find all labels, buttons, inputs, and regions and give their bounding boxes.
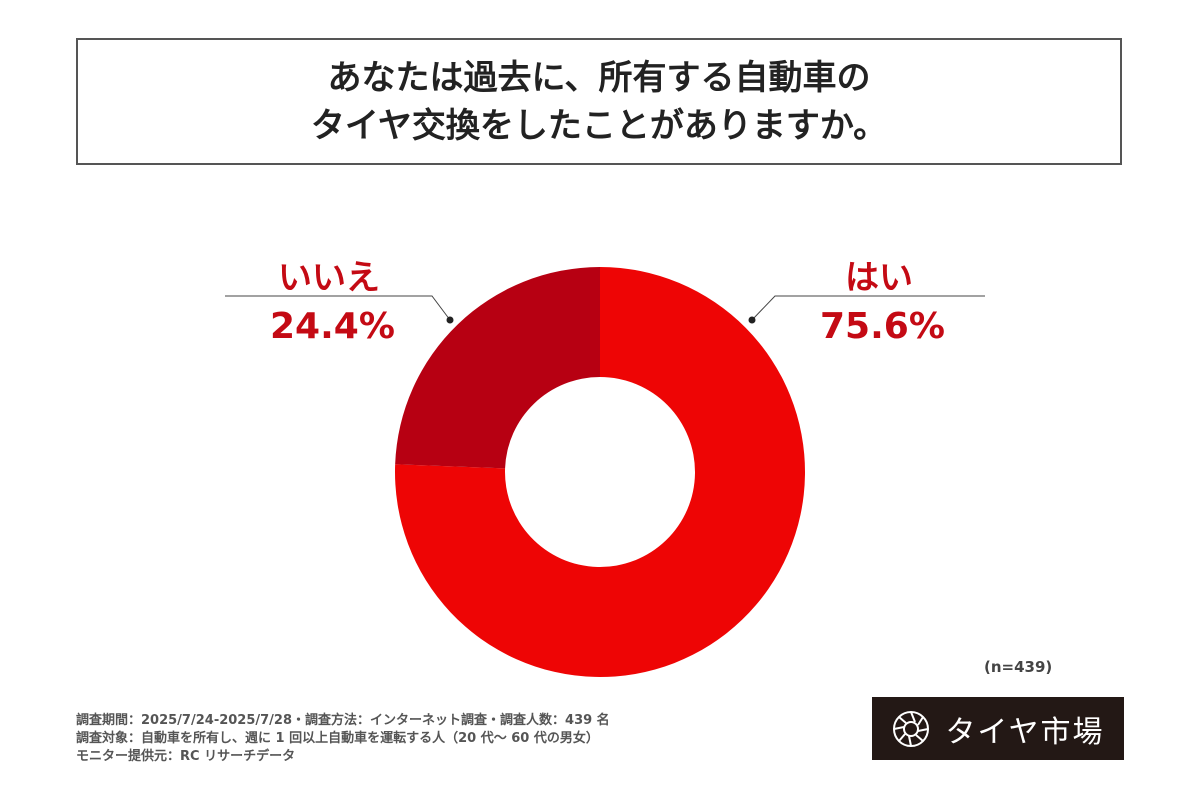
leader-dot-no [446,316,454,324]
chart-title: あなたは過去に、所有する自動車の タイヤ交換をしたことがありますか。 [76,38,1122,165]
logo-text: タイヤ市場 [945,714,1105,750]
leader-line-no [225,295,451,321]
title-line-1: あなたは過去に、所有する自動車の [327,57,871,98]
survey-note: 調査対象：自動車を所有し、週に 1 回以上自動車を運転する人（20 代〜 60 … [76,731,599,746]
sample-size: (n=439) [984,658,1053,676]
survey-note: モニター提供元：RC リサーチデータ [76,749,296,764]
label-yes: はい [845,258,913,298]
title-line-2: タイヤ交換をしたことがありますか。 [310,105,888,146]
leader-line-yes [751,295,985,321]
donut-slice-yes [395,267,806,677]
donut-slice-no [395,267,600,469]
label-no: いいえ [278,258,380,298]
leader-dot-yes [748,316,756,324]
value-yes: 75.6% [820,306,945,347]
value-no: 24.4% [270,306,395,347]
survey-notes: 調査期間：2025/7/24-2025/7/28・調査方法：インターネット調査・… [76,712,610,766]
brand-logo: タイヤ市場 [872,697,1124,760]
survey-note: 調査期間：2025/7/24-2025/7/28・調査方法：インターネット調査・… [76,713,610,728]
tire-icon [893,710,930,747]
